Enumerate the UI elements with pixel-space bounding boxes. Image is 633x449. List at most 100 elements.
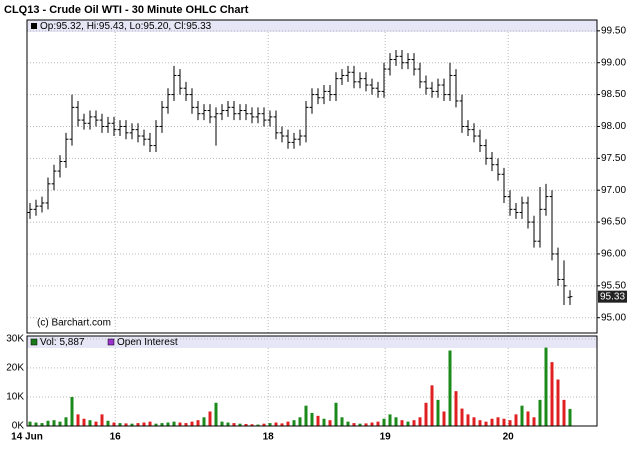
volume-bar xyxy=(352,423,356,426)
volume-bar xyxy=(154,423,158,426)
volume-bar xyxy=(478,420,482,426)
volume-bar xyxy=(382,418,386,426)
volume-bar xyxy=(340,417,344,426)
volume-bar xyxy=(346,421,350,426)
volume-bar xyxy=(100,414,104,426)
volume-bar xyxy=(556,379,560,426)
y-tick-label: 30K xyxy=(6,334,24,345)
volume-bar xyxy=(388,414,392,426)
volume-bar xyxy=(484,421,488,426)
volume-legend: Vol: 5,887 xyxy=(40,337,85,348)
volume-bar xyxy=(472,417,476,426)
volume-bar xyxy=(64,417,68,426)
volume-bar xyxy=(466,414,470,426)
volume-bar xyxy=(118,423,122,426)
y-tick-label: 98.00 xyxy=(601,121,626,132)
legend-swatch xyxy=(107,338,115,346)
volume-bar xyxy=(190,421,194,426)
volume-bar xyxy=(106,420,110,426)
volume-bar xyxy=(250,424,254,426)
y-tick-label: 99.50 xyxy=(601,25,626,36)
volume-bar xyxy=(454,391,458,426)
volume-bar xyxy=(298,417,302,426)
volume-bar xyxy=(286,421,290,426)
watermark: (c) Barchart.com xyxy=(37,318,111,329)
volume-bar xyxy=(262,423,266,426)
volume-frame xyxy=(26,335,598,427)
volume-bar xyxy=(430,385,434,426)
volume-bar xyxy=(184,423,188,426)
chart-title: CLQ13 - Crude Oil WTI - 30 Minute OHLC C… xyxy=(4,4,249,16)
y-tick-label: 95.50 xyxy=(601,280,626,291)
x-tick-label: 19 xyxy=(380,432,392,443)
volume-bar xyxy=(508,420,512,426)
volume-bar xyxy=(514,414,518,426)
volume-bar xyxy=(220,421,224,426)
volume-bar xyxy=(46,420,50,426)
y-tick-label: 97.00 xyxy=(601,185,626,196)
volume-bar xyxy=(526,411,530,426)
volume-bar xyxy=(28,421,32,426)
x-tick-label: 14 Jun xyxy=(11,432,43,443)
volume-bar xyxy=(496,417,500,426)
volume-bar xyxy=(214,402,218,426)
volume-bar xyxy=(172,421,176,426)
volume-bar xyxy=(490,418,494,426)
volume-bar xyxy=(532,417,536,426)
volume-bar xyxy=(58,421,62,426)
volume-bar xyxy=(70,396,74,426)
volume-bar xyxy=(562,399,566,426)
volume-bar xyxy=(208,411,212,426)
price-panel xyxy=(27,20,597,333)
volume-bar xyxy=(196,420,200,426)
volume-bar xyxy=(94,421,98,426)
volume-bar xyxy=(142,422,146,426)
volume-bar xyxy=(502,418,506,426)
volume-bar xyxy=(52,420,56,426)
volume-legend-band xyxy=(27,336,597,348)
volume-bar xyxy=(424,402,428,426)
volume-bar xyxy=(274,422,278,426)
volume-bar xyxy=(400,420,404,426)
volume-bar xyxy=(112,422,116,426)
volume-bar xyxy=(544,347,548,426)
volume-bar xyxy=(76,414,80,426)
y-tick-label: 20K xyxy=(6,363,24,374)
volume-bar xyxy=(238,423,242,426)
volume-bar xyxy=(88,420,92,426)
volume-bar xyxy=(322,418,326,426)
volume-bar xyxy=(418,417,422,426)
volume-bar xyxy=(166,422,170,426)
legend-swatch xyxy=(31,23,37,29)
volume-bar xyxy=(364,423,368,426)
volume-bar xyxy=(538,399,542,426)
x-tick-label: 20 xyxy=(503,432,515,443)
y-tick-label: 96.00 xyxy=(601,249,626,260)
y-tick-label: 98.50 xyxy=(601,89,626,100)
volume-bar xyxy=(448,350,452,426)
volume-bar xyxy=(328,420,332,426)
y-tick-label: 0K xyxy=(12,421,25,432)
volume-bar xyxy=(40,423,44,426)
volume-bar xyxy=(34,422,38,426)
oi-legend: Open Interest xyxy=(117,337,178,348)
volume-bar xyxy=(148,421,152,426)
volume-bar xyxy=(280,423,284,426)
y-tick-label: 97.50 xyxy=(601,153,626,164)
volume-bar xyxy=(202,417,206,426)
y-tick-label: 95.00 xyxy=(601,312,626,323)
volume-bar xyxy=(226,422,230,426)
volume-bar xyxy=(82,418,86,426)
volume-bar xyxy=(292,420,296,426)
volume-bar xyxy=(412,420,416,426)
legend-band xyxy=(27,20,597,32)
volume-bar xyxy=(130,423,134,426)
volume-bar xyxy=(124,423,128,426)
last-price-tag xyxy=(598,290,627,303)
volume-bar xyxy=(358,423,362,426)
volume-bar xyxy=(442,411,446,426)
volume-bar xyxy=(268,423,272,426)
volume-bar xyxy=(316,415,320,426)
ohlc-legend: Op:95.32, Hi:95.43, Lo:95.20, Cl:95.33 xyxy=(40,21,212,32)
x-tick-label: 16 xyxy=(110,432,122,443)
